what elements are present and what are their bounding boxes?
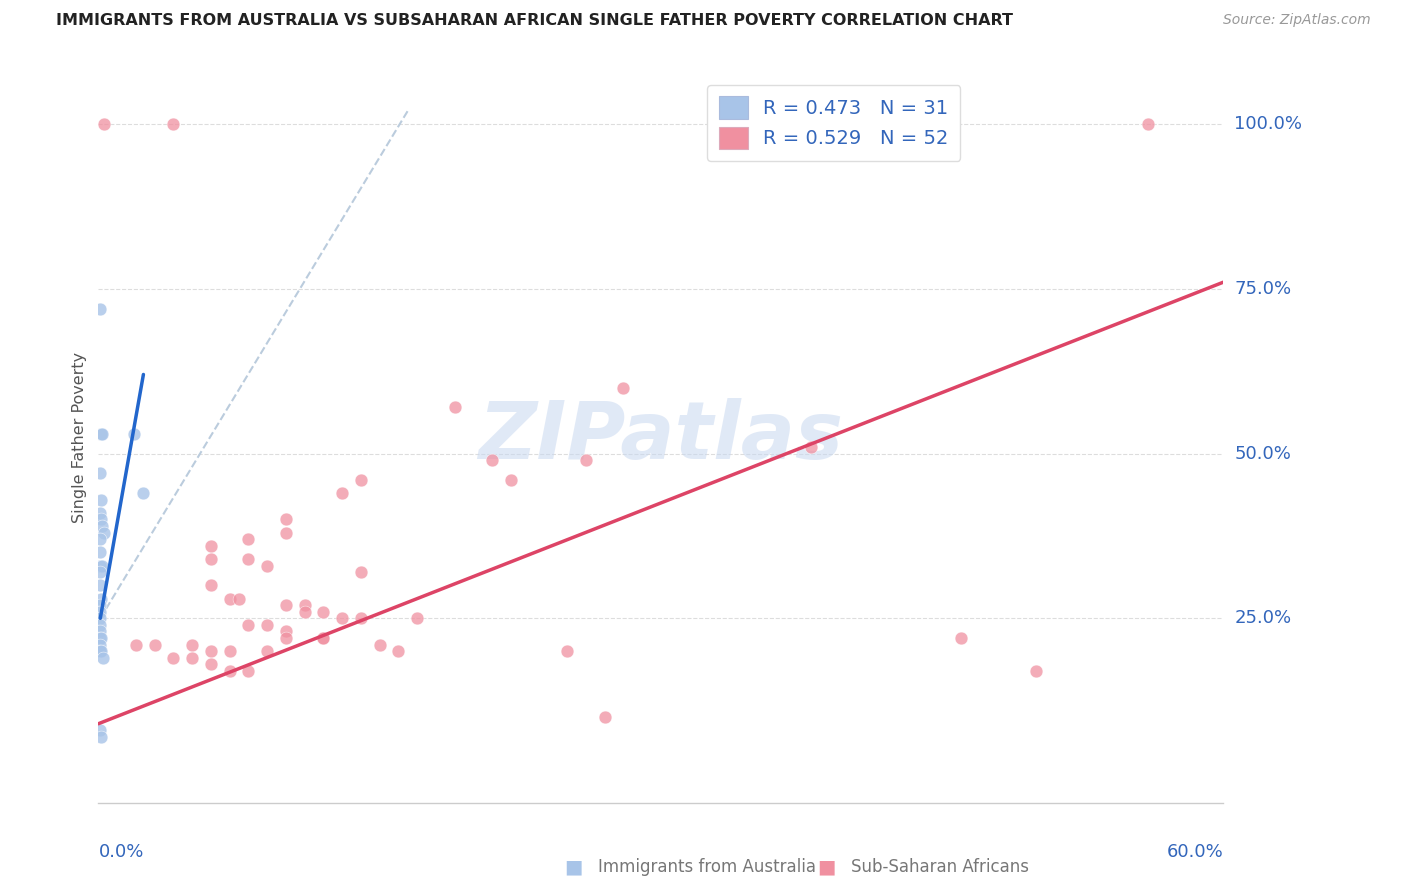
Point xyxy=(612,381,634,395)
Point xyxy=(89,301,111,316)
Point xyxy=(89,565,111,579)
Point xyxy=(89,545,111,559)
Point xyxy=(162,650,184,665)
Point xyxy=(312,631,335,645)
Point xyxy=(218,591,240,606)
Point xyxy=(312,605,335,619)
Point xyxy=(350,565,373,579)
Point xyxy=(91,650,114,665)
Point xyxy=(218,644,240,658)
Point xyxy=(89,533,111,547)
Point xyxy=(89,638,111,652)
Text: ■: ■ xyxy=(817,857,837,877)
Point xyxy=(90,591,112,606)
Point xyxy=(90,644,112,658)
Text: Sub-Saharan Africans: Sub-Saharan Africans xyxy=(851,858,1029,876)
Point xyxy=(256,618,278,632)
Point xyxy=(350,473,373,487)
Point xyxy=(125,638,148,652)
Point xyxy=(368,638,391,652)
Point xyxy=(274,598,297,612)
Point xyxy=(274,512,297,526)
Point xyxy=(238,552,260,566)
Point xyxy=(181,650,204,665)
Point xyxy=(481,453,503,467)
Text: 25.0%: 25.0% xyxy=(1234,609,1292,627)
Point xyxy=(200,552,222,566)
Point xyxy=(274,525,297,540)
Point xyxy=(406,611,429,625)
Point xyxy=(387,644,409,658)
Point xyxy=(294,598,316,612)
Text: Source: ZipAtlas.com: Source: ZipAtlas.com xyxy=(1223,13,1371,28)
Point xyxy=(256,644,278,658)
Point xyxy=(89,506,111,520)
Text: 75.0%: 75.0% xyxy=(1234,280,1292,298)
Point xyxy=(122,426,145,441)
Text: 100.0%: 100.0% xyxy=(1234,115,1302,133)
Text: 60.0%: 60.0% xyxy=(1167,843,1223,861)
Point xyxy=(93,525,115,540)
Text: ■: ■ xyxy=(564,857,583,877)
Point xyxy=(89,558,111,573)
Point xyxy=(443,401,465,415)
Point xyxy=(89,723,111,738)
Point xyxy=(575,453,598,467)
Point xyxy=(274,631,297,645)
Y-axis label: Single Father Poverty: Single Father Poverty xyxy=(72,351,87,523)
Point xyxy=(350,611,373,625)
Text: 0.0%: 0.0% xyxy=(98,843,143,861)
Point xyxy=(218,664,240,678)
Text: ZIPatlas: ZIPatlas xyxy=(478,398,844,476)
Point xyxy=(89,624,111,639)
Point xyxy=(143,638,166,652)
Text: Immigrants from Australia: Immigrants from Australia xyxy=(598,858,815,876)
Point xyxy=(89,644,111,658)
Point xyxy=(89,618,111,632)
Point xyxy=(800,440,823,454)
Point xyxy=(181,638,204,652)
Point xyxy=(91,426,114,441)
Point xyxy=(90,631,112,645)
Legend: R = 0.473   N = 31, R = 0.529   N = 52: R = 0.473 N = 31, R = 0.529 N = 52 xyxy=(707,85,960,161)
Point xyxy=(593,710,616,724)
Text: 50.0%: 50.0% xyxy=(1234,444,1291,463)
Point xyxy=(91,519,114,533)
Point xyxy=(200,644,222,658)
Point xyxy=(90,730,112,744)
Point xyxy=(256,558,278,573)
Point xyxy=(89,578,111,592)
Point xyxy=(238,533,260,547)
Point xyxy=(89,605,111,619)
Point xyxy=(238,664,260,678)
Text: IMMIGRANTS FROM AUSTRALIA VS SUBSAHARAN AFRICAN SINGLE FATHER POVERTY CORRELATIO: IMMIGRANTS FROM AUSTRALIA VS SUBSAHARAN … xyxy=(56,13,1014,29)
Point xyxy=(90,492,112,507)
Point xyxy=(200,578,222,592)
Point xyxy=(949,631,972,645)
Point xyxy=(312,631,335,645)
Point xyxy=(90,426,112,441)
Point xyxy=(200,539,222,553)
Point xyxy=(200,657,222,672)
Point xyxy=(330,486,353,500)
Point xyxy=(90,512,112,526)
Point xyxy=(89,467,111,481)
Point xyxy=(238,618,260,632)
Point xyxy=(89,611,111,625)
Point xyxy=(1137,117,1160,131)
Point xyxy=(89,598,111,612)
Point xyxy=(274,624,297,639)
Point xyxy=(132,486,155,500)
Point xyxy=(294,605,316,619)
Point xyxy=(1025,664,1047,678)
Point xyxy=(499,473,522,487)
Point xyxy=(555,644,578,658)
Point xyxy=(90,558,112,573)
Point xyxy=(93,117,115,131)
Point xyxy=(330,611,353,625)
Point xyxy=(89,631,111,645)
Point xyxy=(162,117,184,131)
Point xyxy=(228,591,250,606)
